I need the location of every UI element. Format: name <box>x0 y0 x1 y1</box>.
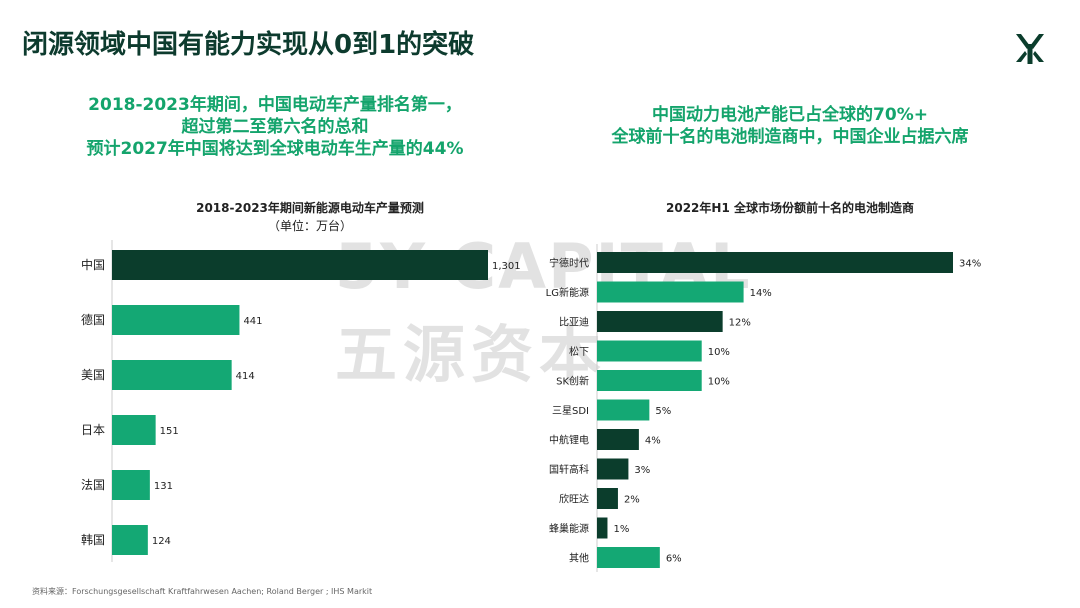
logo-icon <box>1016 34 1044 64</box>
right-category-label-0: 宁德时代 <box>549 257 589 270</box>
right-bar-8 <box>597 488 618 509</box>
left-category-label-5: 韩国 <box>81 532 105 547</box>
right-value-label-1: 14% <box>750 288 772 299</box>
right-category-label-1: LG新能源 <box>546 286 589 299</box>
page-title: 闭源领域中国有能力实现从0到1的突破 <box>22 30 475 60</box>
right-bar-7 <box>597 458 629 480</box>
right-category-label-3: 松下 <box>569 345 589 358</box>
right-value-label-9: 1% <box>613 524 629 535</box>
right-bar-4 <box>597 370 702 391</box>
left-value-label-3: 151 <box>160 426 179 437</box>
right-category-label-8: 欣旺达 <box>559 493 589 506</box>
right-bar-0 <box>597 252 953 273</box>
right-value-label-4: 10% <box>708 377 730 388</box>
right-category-label-6: 中航锂电 <box>549 434 589 447</box>
right-bar-1 <box>597 281 744 303</box>
right-category-label-4: SK创新 <box>556 375 589 388</box>
headline-left-line-2: 超过第二至第六名的总和 <box>181 117 369 137</box>
left-chart-title: 2018-2023年期间新能源电动车产量预测 <box>196 201 424 215</box>
headline-left: 2018-2023年期间，中国电动车产量排名第一， 超过第二至第六名的总和 预计… <box>40 94 510 160</box>
right-category-label-9: 蜂巢能源 <box>549 522 589 535</box>
right-bar-10 <box>597 547 660 568</box>
left-value-label-2: 414 <box>236 371 255 382</box>
left-bar-4 <box>112 470 150 500</box>
right-category-label-7: 国轩高科 <box>549 463 589 476</box>
right-value-label-10: 6% <box>666 554 682 565</box>
right-value-label-7: 3% <box>634 465 650 476</box>
source-note: 资料来源：Forschungsgesellschaft Kraftfahrwes… <box>32 587 373 596</box>
left-category-label-4: 法国 <box>81 478 105 492</box>
right-value-label-6: 4% <box>645 436 661 447</box>
right-value-label-3: 10% <box>708 347 730 358</box>
left-value-label-5: 124 <box>152 536 171 547</box>
left-bar-1 <box>112 305 240 335</box>
left-category-label-2: 美国 <box>81 368 105 382</box>
left-bar-0 <box>112 250 488 280</box>
left-chart-unit: （单位：万台） <box>267 219 352 233</box>
right-bar-3 <box>597 340 702 362</box>
left-bar-2 <box>112 360 232 390</box>
right-value-label-0: 34% <box>959 259 981 270</box>
left-bar-3 <box>112 415 156 445</box>
right-value-label-8: 2% <box>624 495 640 506</box>
right-value-label-2: 12% <box>729 318 751 329</box>
headline-right-line-2: 全球前十名的电池制造商中，中国企业占据六席 <box>611 127 969 147</box>
headline-right-line-1: 中国动力电池产能已占全球的70%+ <box>652 105 928 125</box>
left-value-label-4: 131 <box>154 481 173 492</box>
right-category-label-10: 其他 <box>569 552 589 565</box>
headline-right: 中国动力电池产能已占全球的70%+ 全球前十名的电池制造商中，中国企业占据六席 <box>580 104 1000 148</box>
right-category-label-5: 三星SDI <box>552 405 589 417</box>
right-value-label-5: 5% <box>655 406 671 417</box>
headline-left-line-3: 预计2027年中国将达到全球电动车生产量的44% <box>86 139 464 159</box>
right-bar-2 <box>597 311 723 332</box>
left-category-label-3: 日本 <box>81 423 105 437</box>
left-bar-chart: 中国 1,301 德国 441 美国 414 日本 151 法国 131 韩国 124 <box>81 240 521 562</box>
right-bar-5 <box>597 399 650 421</box>
right-chart-title: 2022年H1 全球市场份额前十名的电池制造商 <box>666 201 914 215</box>
right-bar-6 <box>597 429 639 450</box>
left-category-label-0: 中国 <box>81 257 105 272</box>
right-category-label-2: 比亚迪 <box>559 317 589 329</box>
left-value-label-1: 441 <box>243 316 262 327</box>
left-value-label-0: 1,301 <box>492 261 521 272</box>
headline-left-line-1: 2018-2023年期间，中国电动车产量排名第一， <box>88 95 462 115</box>
right-bar-9 <box>597 517 608 539</box>
left-bar-5 <box>112 525 148 555</box>
left-category-label-1: 德国 <box>81 312 105 327</box>
